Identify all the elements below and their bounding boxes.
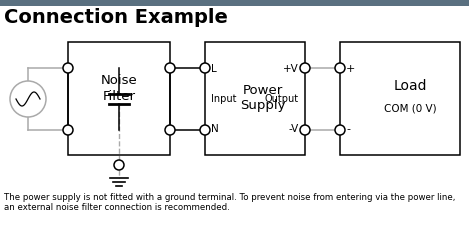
Circle shape xyxy=(165,63,175,73)
Circle shape xyxy=(200,63,210,73)
Bar xyxy=(68,42,170,155)
Bar xyxy=(205,42,305,155)
Circle shape xyxy=(63,125,73,135)
Text: +V: +V xyxy=(283,64,299,74)
Circle shape xyxy=(114,160,124,170)
Text: Connection Example: Connection Example xyxy=(4,8,228,27)
Circle shape xyxy=(335,63,345,73)
Text: Input: Input xyxy=(211,94,236,104)
Text: N: N xyxy=(211,124,219,134)
Text: Output: Output xyxy=(265,94,299,104)
Circle shape xyxy=(200,125,210,135)
Text: +: + xyxy=(346,64,356,74)
Circle shape xyxy=(300,63,310,73)
Circle shape xyxy=(63,63,73,73)
Text: Noise
Filter: Noise Filter xyxy=(101,75,137,102)
Text: The power supply is not fitted with a ground terminal. To prevent noise from ent: The power supply is not fitted with a gr… xyxy=(4,193,455,212)
Text: -: - xyxy=(346,124,350,134)
Bar xyxy=(340,42,460,155)
Text: -V: -V xyxy=(289,124,299,134)
Text: L: L xyxy=(211,64,217,74)
Circle shape xyxy=(335,125,345,135)
Text: Power
Supply: Power Supply xyxy=(240,84,286,113)
Bar xyxy=(0,0,469,6)
Circle shape xyxy=(165,125,175,135)
Text: Load: Load xyxy=(393,80,427,93)
Circle shape xyxy=(300,125,310,135)
Circle shape xyxy=(10,81,46,117)
Text: COM (0 V): COM (0 V) xyxy=(384,104,436,114)
